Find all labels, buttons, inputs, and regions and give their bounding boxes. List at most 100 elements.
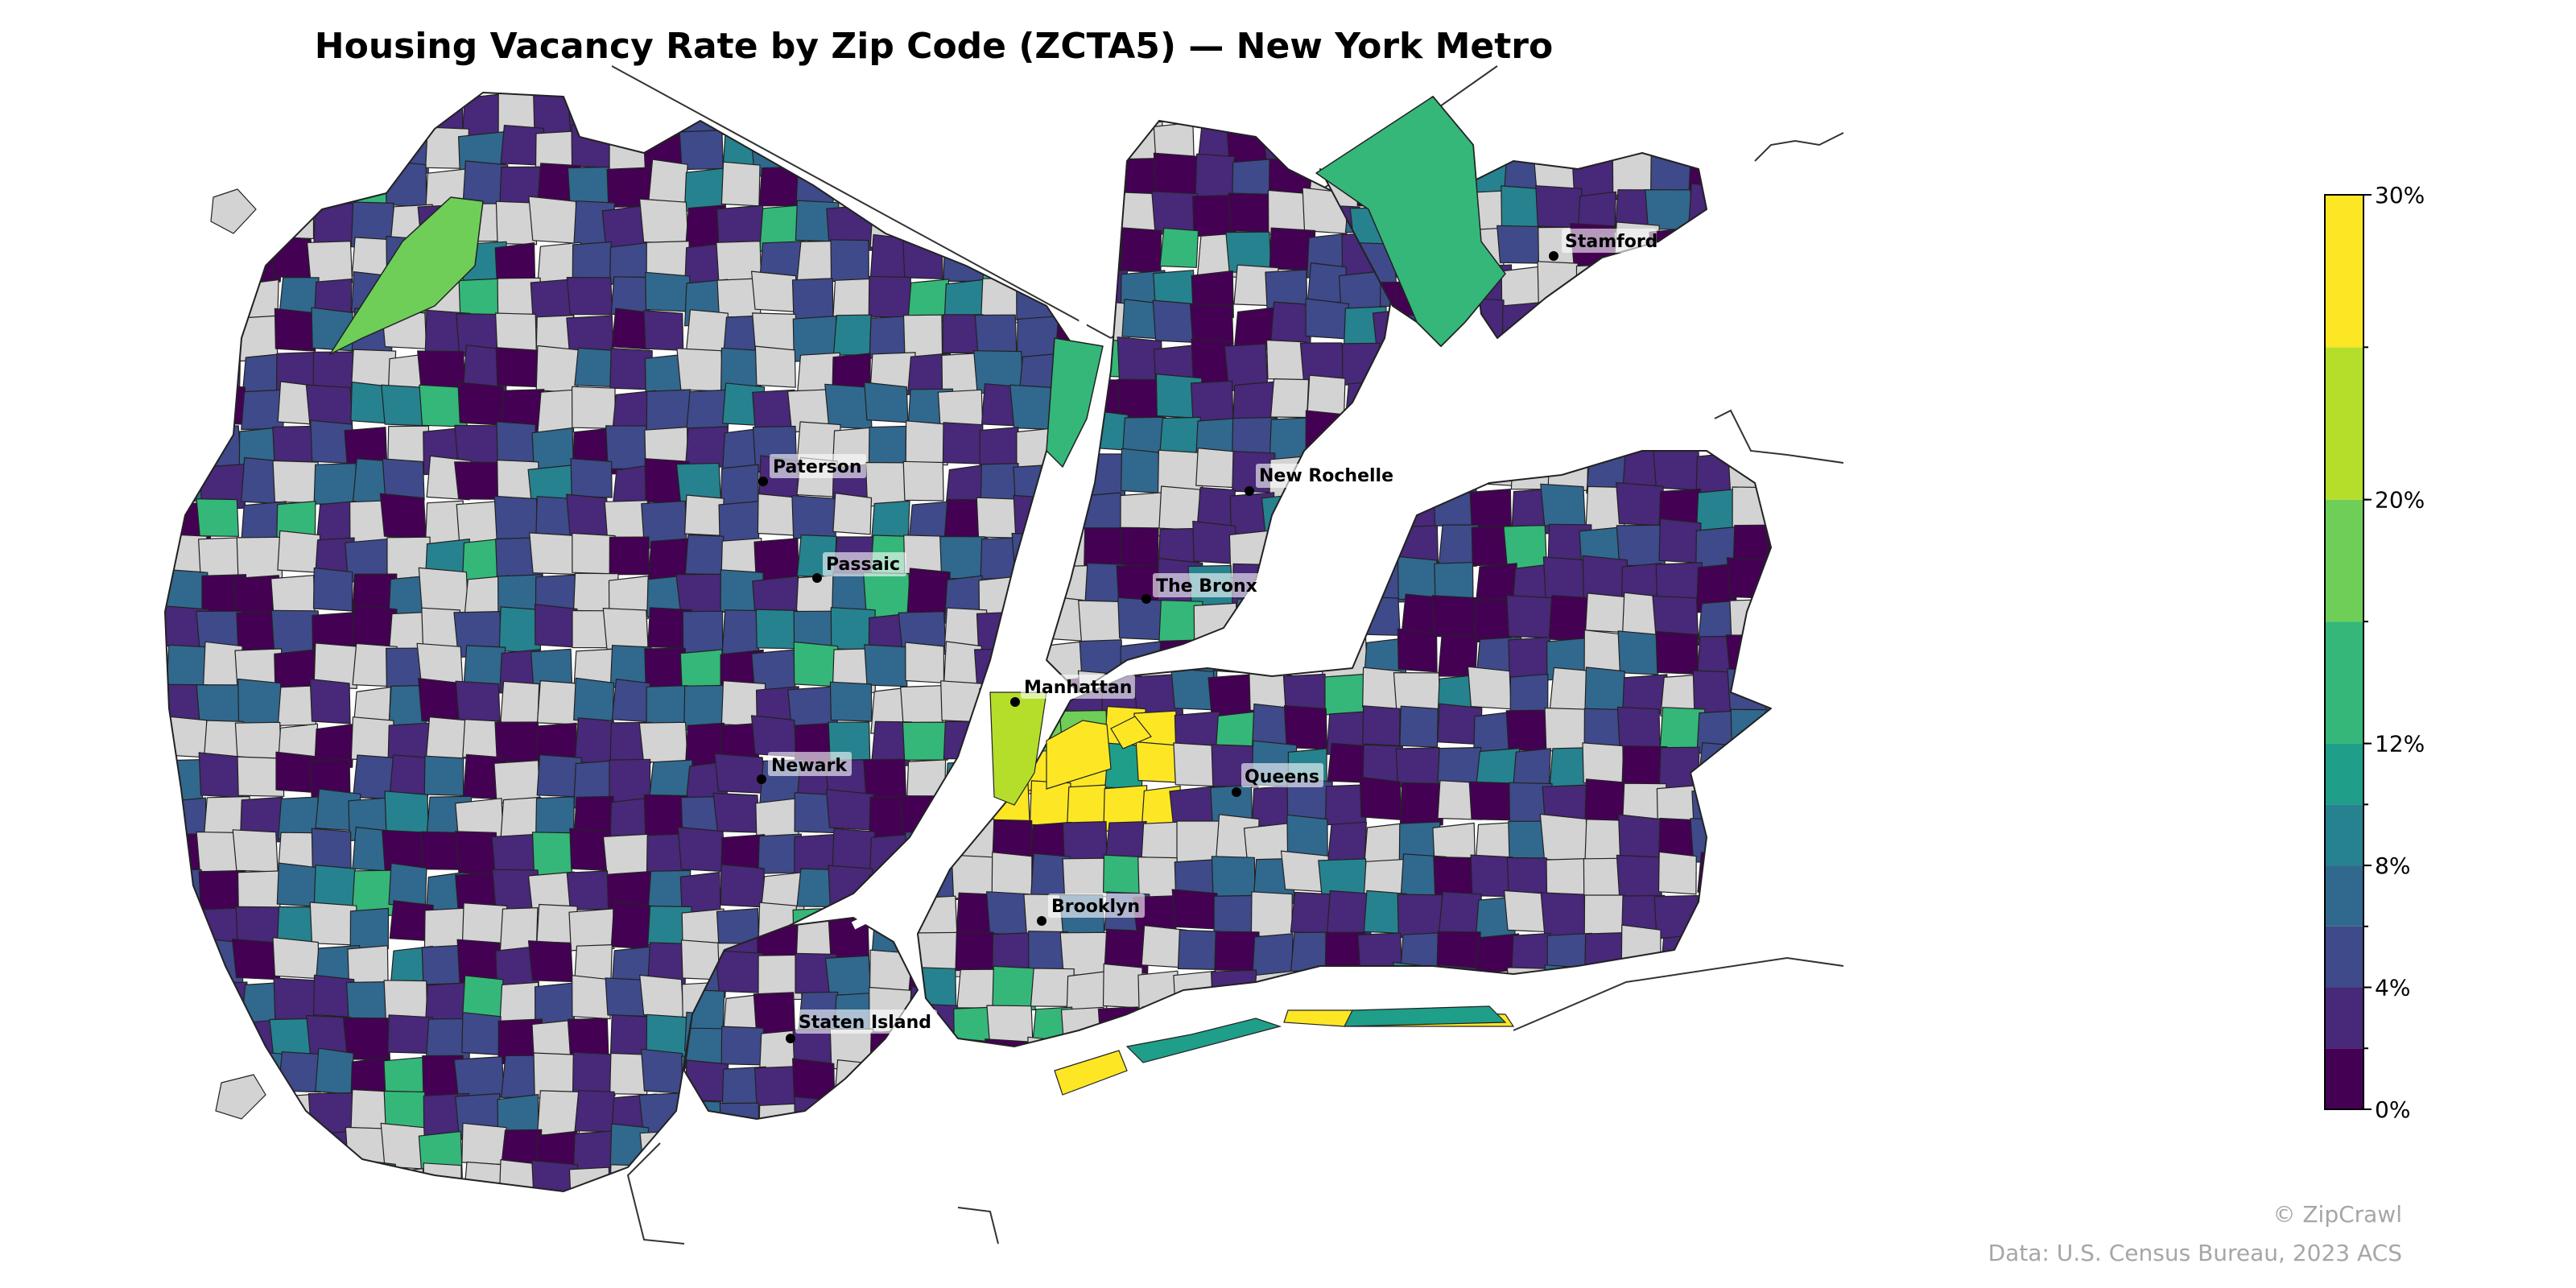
zip-region xyxy=(643,310,684,351)
city-marker-newark[interactable]: Newark xyxy=(757,752,852,784)
zip-region xyxy=(794,1096,840,1119)
zip-region xyxy=(754,345,796,388)
zip-region xyxy=(1769,488,1771,532)
zip-region xyxy=(753,1066,796,1109)
zip-region xyxy=(1102,963,1143,1009)
zip-region xyxy=(1501,185,1542,232)
zip-region xyxy=(1728,970,1771,1018)
zip-region xyxy=(1208,1042,1257,1046)
city-label-bg xyxy=(1021,675,1135,699)
zip-region xyxy=(270,235,313,279)
zip-region xyxy=(196,1018,246,1056)
zip-region xyxy=(1687,263,1707,302)
zip-region xyxy=(1049,1124,1079,1169)
zip-region xyxy=(529,532,580,576)
zip-region xyxy=(1695,489,1736,532)
zip-region xyxy=(1770,777,1771,819)
city-marker-staten-island[interactable]: Staten Island xyxy=(786,1009,937,1043)
zip-region xyxy=(383,1167,425,1191)
zip-region xyxy=(1613,260,1656,303)
zip-region xyxy=(1400,932,1439,975)
zip-region xyxy=(570,457,613,498)
zip-region xyxy=(572,532,616,575)
zip-region xyxy=(1539,813,1589,863)
city-marker-paterson[interactable]: Paterson xyxy=(758,454,866,486)
city-label-bg xyxy=(1048,894,1145,918)
zip-region xyxy=(165,93,204,138)
zip-region xyxy=(1655,630,1699,675)
city-marker-new-rochelle[interactable]: New Rochelle xyxy=(1245,464,1394,496)
zip-region xyxy=(1688,183,1707,225)
zip-region xyxy=(1584,931,1625,976)
city-dot xyxy=(1232,787,1241,797)
zip-region xyxy=(833,1089,877,1136)
zip-region xyxy=(272,1123,319,1166)
zip-region xyxy=(1733,778,1771,819)
city-marker-queens[interactable]: Queens xyxy=(1232,763,1323,797)
zip-region xyxy=(313,202,358,247)
zip-region xyxy=(201,93,246,135)
zip-code-regions xyxy=(164,92,1772,1192)
zip-region xyxy=(197,129,240,175)
zip-region xyxy=(1688,1004,1734,1046)
zip-region xyxy=(499,680,540,728)
zip-region xyxy=(203,1165,248,1191)
zip-region xyxy=(1344,488,1389,530)
city-dot xyxy=(1037,916,1046,926)
zip-region xyxy=(902,460,944,502)
zip-region xyxy=(1046,121,1092,163)
zip-region xyxy=(1732,486,1771,529)
zip-region xyxy=(1508,636,1551,678)
city-marker-manhattan[interactable]: Manhattan xyxy=(1010,675,1135,707)
city-markers: Stamford Paterson New Rochelle Passaic T… xyxy=(757,229,1657,1043)
zip-region xyxy=(903,130,950,173)
city-marker-stamford[interactable]: Stamford xyxy=(1549,229,1657,261)
zip-region xyxy=(1305,298,1349,340)
zip-region xyxy=(1305,410,1351,452)
zip-region xyxy=(202,1124,247,1166)
zip-region xyxy=(1617,630,1659,675)
zip-region xyxy=(1054,93,1079,144)
zip-region xyxy=(942,422,984,464)
zip-region xyxy=(758,1103,798,1119)
zip-region xyxy=(610,901,651,950)
zip-region xyxy=(237,756,285,797)
zip-region xyxy=(980,93,1026,130)
zip-region xyxy=(1214,931,1260,972)
zip-region xyxy=(992,965,1037,1011)
source-text: Data: U.S. Census Bureau, 2023 ACS xyxy=(1988,1240,2402,1266)
city-label-bg xyxy=(1562,229,1657,253)
zip-region xyxy=(1688,931,1737,976)
zip-region xyxy=(977,203,1023,246)
zip-region xyxy=(1211,856,1256,898)
zip-region xyxy=(753,1166,797,1191)
zip-region xyxy=(611,678,651,723)
zip-region xyxy=(1315,96,1506,347)
city-marker-the-bronx[interactable]: The Bronx xyxy=(1141,573,1265,604)
zip-region xyxy=(1732,524,1771,570)
zip-region xyxy=(793,641,839,687)
land-outline xyxy=(917,450,1772,1047)
city-label: Stamford xyxy=(1565,232,1657,252)
zip-region xyxy=(1011,1123,1060,1166)
city-marker-passaic[interactable]: Passaic xyxy=(812,552,906,583)
zip-region xyxy=(1770,933,1771,976)
zip-region xyxy=(234,1130,279,1175)
zip-region xyxy=(315,131,361,181)
zip-region xyxy=(572,1051,616,1097)
city-label: The Bronx xyxy=(1156,576,1257,597)
zip-region xyxy=(1545,1001,1588,1046)
zip-region xyxy=(315,1167,362,1191)
zip-region xyxy=(165,868,204,909)
zip-region xyxy=(1307,559,1351,605)
zip-region xyxy=(418,567,469,614)
zip-region xyxy=(721,1130,769,1174)
city-label-bg xyxy=(823,552,906,576)
zip-region xyxy=(1766,599,1771,646)
land-outline xyxy=(1464,152,1707,339)
zip-region xyxy=(568,908,615,952)
zip-region xyxy=(1261,121,1306,160)
zip-region xyxy=(683,1166,726,1191)
city-marker-brooklyn[interactable]: Brooklyn xyxy=(1037,894,1145,926)
zip-region xyxy=(527,940,574,983)
